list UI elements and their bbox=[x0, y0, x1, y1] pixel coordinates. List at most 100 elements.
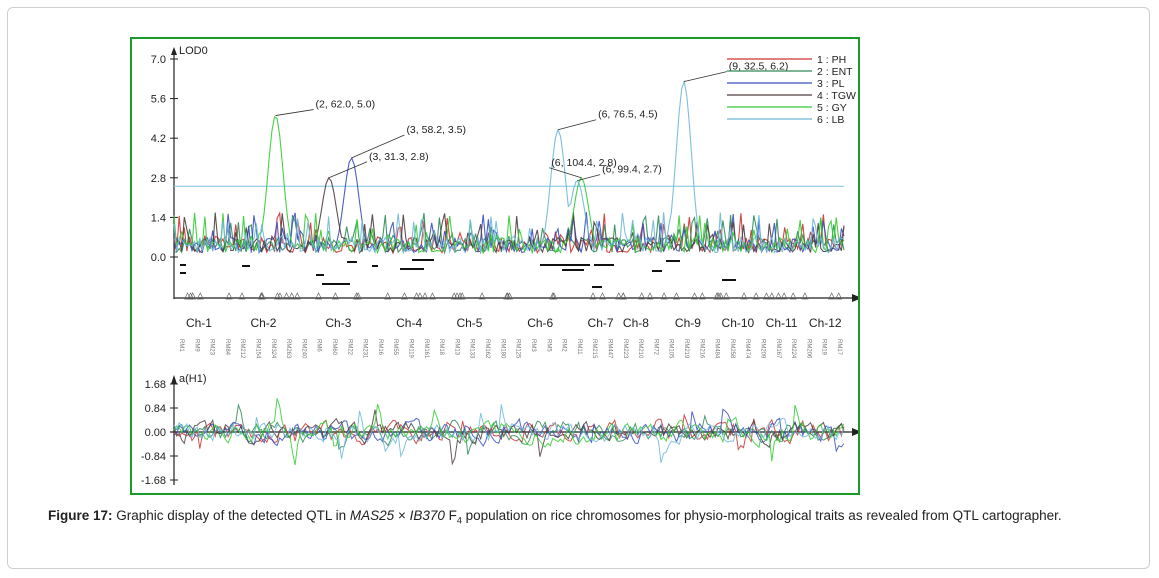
marker-triangle bbox=[549, 292, 557, 300]
add-y-label: a(H1) bbox=[179, 373, 207, 385]
marker-name: RM209 bbox=[759, 339, 765, 359]
peak-label: (6, 99.4, 2.7) bbox=[602, 164, 662, 176]
marker-name: RM105 bbox=[668, 339, 674, 359]
marker-triangle bbox=[288, 292, 296, 300]
lod-curve-lb bbox=[173, 79, 844, 255]
marker-triangle bbox=[352, 292, 361, 300]
marker-name: RM212 bbox=[239, 339, 245, 359]
lod-y-tick-label: 0.0 bbox=[151, 252, 166, 264]
lod-x-axis-arrow bbox=[852, 294, 858, 302]
marker-triangle bbox=[183, 292, 192, 300]
chromosome-label: Ch-5 bbox=[456, 316, 482, 330]
marker-triangle bbox=[589, 292, 597, 300]
marker-triangle bbox=[453, 292, 461, 300]
marker-name: RM161 bbox=[423, 339, 429, 359]
marker-triangle bbox=[660, 292, 668, 300]
marker-name: RM180 bbox=[499, 339, 505, 359]
marker-name: RM6 bbox=[316, 339, 322, 352]
marker-triangle bbox=[762, 292, 771, 300]
marker-triangle bbox=[293, 292, 301, 300]
marker-name: RM2 bbox=[561, 339, 567, 352]
marker-name: RM133 bbox=[469, 339, 475, 359]
marker-triangle bbox=[619, 292, 627, 300]
marker-name: RM216 bbox=[698, 339, 704, 359]
marker-triangle bbox=[690, 292, 699, 300]
add-y-tick-label: 0.84 bbox=[145, 403, 166, 415]
lod-y-label: LOD0 bbox=[179, 45, 208, 57]
peak-label: (9, 32.5, 6.2) bbox=[729, 61, 789, 73]
marker-triangle bbox=[400, 292, 409, 300]
legend-label-tgw: 4 : TGW bbox=[817, 90, 856, 102]
chromosome-label: Ch-8 bbox=[623, 316, 649, 330]
chromosome-label: Ch-3 bbox=[325, 316, 351, 330]
caption-text-2: population on rice chromosomes for physi… bbox=[461, 508, 1062, 523]
marker-name: RM162 bbox=[484, 339, 490, 359]
marker-triangle bbox=[780, 292, 788, 300]
marker-triangle bbox=[646, 292, 654, 300]
peak-label: (2, 62.0, 5.0) bbox=[316, 99, 376, 111]
marker-name: RM9 bbox=[193, 339, 199, 352]
peak-leader-line bbox=[558, 119, 597, 131]
add-y-tick-label: -1.68 bbox=[141, 475, 166, 487]
marker-triangle bbox=[835, 292, 843, 300]
marker-name: RM119 bbox=[408, 339, 414, 359]
marker-triangle bbox=[238, 292, 246, 300]
lod-y-tick-label: 1.4 bbox=[151, 212, 166, 224]
marker-name: RM210 bbox=[637, 339, 643, 359]
add-y-tick-label: 0.00 bbox=[145, 427, 166, 439]
marker-triangle bbox=[225, 292, 233, 300]
caption-times: × bbox=[394, 508, 410, 523]
marker-name: RM223 bbox=[622, 339, 628, 359]
lod-y-tick-label: 7.0 bbox=[151, 54, 166, 66]
marker-name: RM154 bbox=[255, 339, 261, 359]
marker-triangle bbox=[713, 292, 721, 300]
caption-text-1: Graphic display of the detected QTL in bbox=[112, 508, 350, 523]
marker-name: RM72 bbox=[652, 339, 658, 356]
marker-triangle bbox=[258, 292, 266, 300]
lod-curve-tgw bbox=[173, 176, 845, 255]
marker-name: RM1 bbox=[178, 339, 184, 352]
marker-name: RM11 bbox=[576, 339, 582, 355]
marker-name: RM240 bbox=[300, 339, 306, 359]
marker-name: RM206 bbox=[805, 339, 811, 359]
lod-y-tick-label: 5.6 bbox=[151, 94, 166, 106]
chromosome-label: Ch-11 bbox=[766, 316, 798, 330]
marker-name: RM224 bbox=[790, 339, 796, 359]
add-y-tick-label: 1.68 bbox=[145, 379, 166, 391]
lod-y-tick-label: 2.8 bbox=[151, 173, 166, 185]
legend-label-ph: 1 : PH bbox=[817, 54, 846, 66]
legend-label-gy: 5 : GY bbox=[817, 102, 847, 114]
marker-triangle bbox=[384, 292, 392, 300]
marker-name: RM447 bbox=[606, 339, 612, 359]
marker-triangle bbox=[698, 292, 706, 300]
lod-y-tick-label: 4.2 bbox=[151, 133, 166, 145]
marker-name: RM484 bbox=[714, 339, 720, 359]
marker-name: RM19 bbox=[821, 339, 827, 356]
caption-cross-b: IB370 bbox=[409, 508, 445, 523]
marker-triangle bbox=[478, 292, 486, 300]
marker-name: RM60 bbox=[331, 339, 337, 356]
marker-name: RM3 bbox=[530, 339, 536, 352]
peak-leader-line bbox=[328, 161, 368, 179]
qtl-chart: LOD0 7.0 5.6 4.2 2.8 1.4 0.0 (2, 62.0, 5.0) (3, … bbox=[141, 45, 858, 487]
chromosome-label: Ch-12 bbox=[809, 316, 842, 330]
marker-triangle bbox=[615, 292, 623, 300]
peak-leader-line bbox=[683, 71, 727, 83]
marker-name: RM324 bbox=[270, 339, 276, 359]
marker-name: RM16 bbox=[377, 339, 383, 356]
marker-triangle bbox=[421, 292, 429, 300]
chromosome-label: Ch-1 bbox=[186, 316, 212, 330]
chromosome-label: Ch-2 bbox=[250, 316, 276, 330]
marker-triangle bbox=[672, 292, 681, 300]
marker-triangle bbox=[598, 292, 607, 300]
marker-triangle bbox=[722, 292, 730, 300]
marker-name: RM219 bbox=[683, 339, 689, 359]
marker-triangle bbox=[189, 292, 197, 300]
add-y-axis-arrow bbox=[171, 375, 177, 384]
marker-name: RM258 bbox=[729, 339, 735, 359]
marker-triangle bbox=[789, 292, 797, 300]
marker-name: RM23 bbox=[209, 339, 215, 356]
marker-name: RM215 bbox=[591, 339, 597, 359]
marker-name: RM231 bbox=[362, 339, 368, 359]
chromosome-label: Ch-7 bbox=[588, 316, 614, 330]
